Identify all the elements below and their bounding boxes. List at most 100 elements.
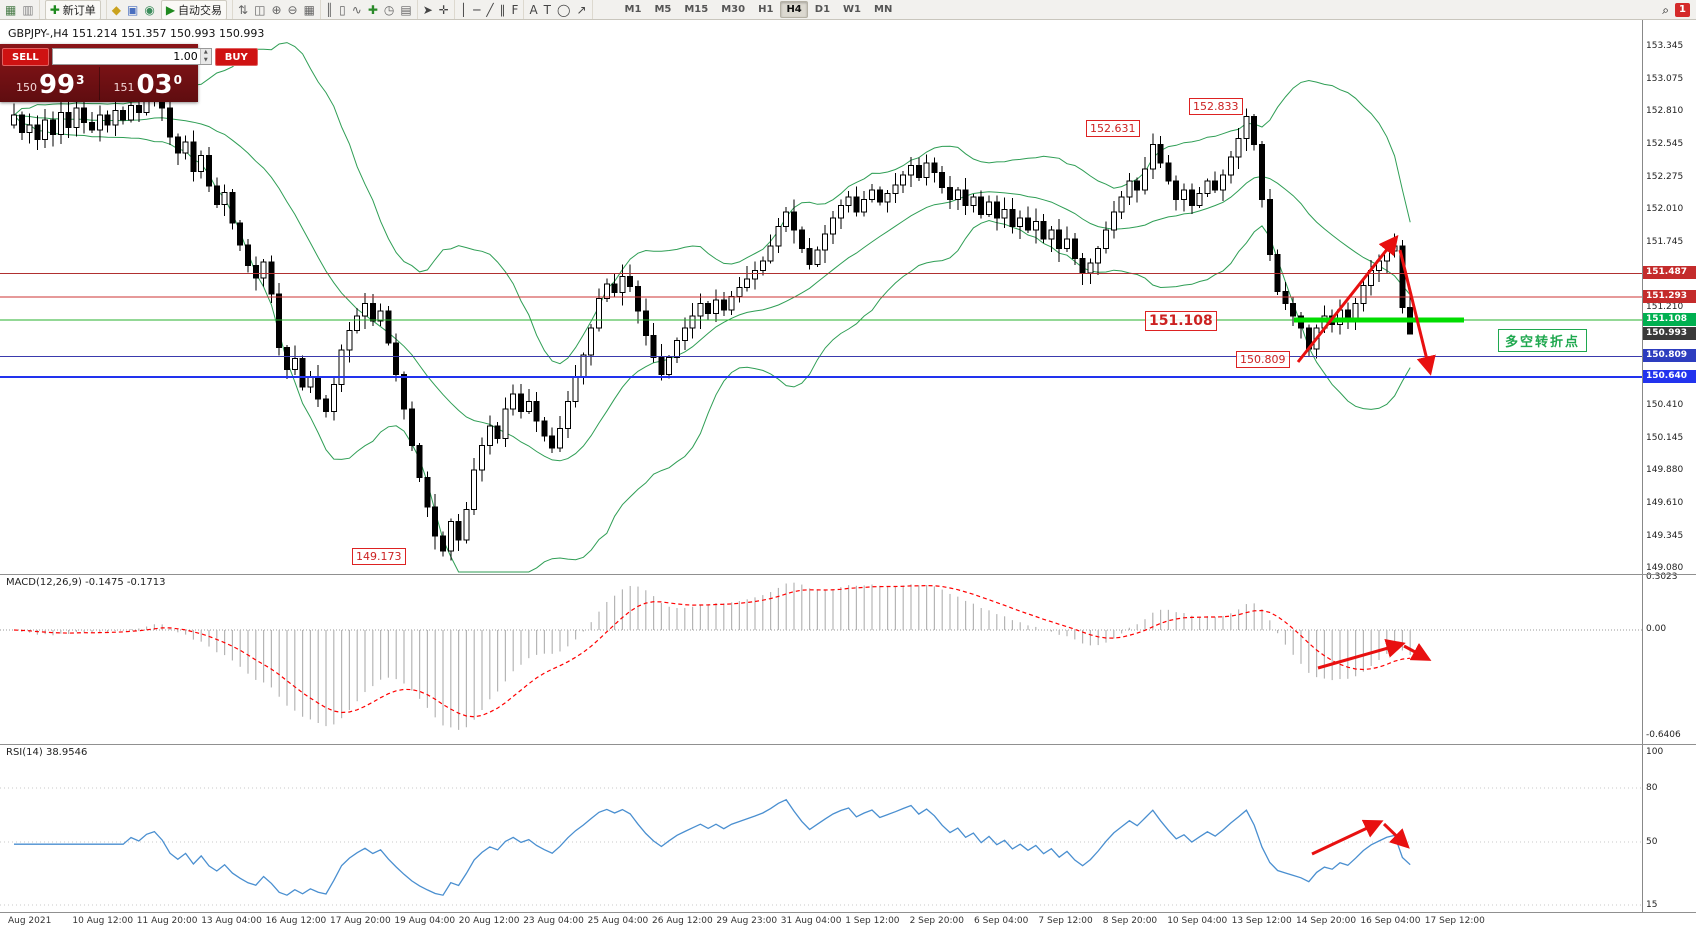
- label-icon[interactable]: T: [543, 2, 552, 17]
- price-scale[interactable]: [1642, 20, 1696, 912]
- sell-price[interactable]: 150 99 3: [2, 67, 99, 100]
- macd-scale-tick: 0.3023: [1646, 572, 1678, 582]
- price-scale-tick: 149.345: [1646, 530, 1684, 541]
- timeframe-m30[interactable]: M30: [721, 4, 746, 15]
- buy-button[interactable]: BUY: [214, 47, 258, 66]
- buy-price[interactable]: 151 03 0: [98, 67, 197, 100]
- tile-windows-icon[interactable]: ⇅: [238, 2, 249, 17]
- price-scale-tick: 150.410: [1646, 400, 1684, 411]
- new-order-button-label: 新订单: [62, 3, 96, 17]
- price-callout-151.108[interactable]: 151.108: [1145, 311, 1217, 331]
- auto-trading-button-icon: ▶: [165, 2, 176, 17]
- price-scale-tick: 152.545: [1646, 138, 1684, 149]
- channel-icon[interactable]: ∥: [499, 2, 506, 17]
- one-click-trading-panel: SELL ▲ ▼ BUY 150 99 3 151 03 0: [0, 44, 258, 102]
- volume-stepper[interactable]: ▲ ▼: [199, 49, 211, 64]
- price-callout-152.833[interactable]: 152.833: [1189, 98, 1243, 115]
- templates-icon[interactable]: ▤: [400, 2, 412, 17]
- sell-button[interactable]: SELL: [2, 47, 49, 66]
- trend-arrow-3[interactable]: [1317, 638, 1406, 670]
- trendline-icon[interactable]: ╱: [486, 2, 494, 17]
- price-callout-152.631[interactable]: 152.631: [1086, 120, 1140, 137]
- time-axis-label: 17 Sep 12:00: [1424, 916, 1485, 926]
- fibonacci-icon[interactable]: F: [511, 2, 519, 17]
- arrows-icon[interactable]: ↗: [576, 2, 587, 17]
- candles-mode-icon[interactable]: ▯: [339, 2, 346, 17]
- timeframe-mn[interactable]: MN: [874, 4, 893, 15]
- timeframe-m1[interactable]: M1: [624, 4, 642, 15]
- timeframe-h4[interactable]: H4: [780, 1, 808, 18]
- price-callout-149.173[interactable]: 149.173: [352, 548, 406, 565]
- shapes-icon[interactable]: ◯: [557, 2, 571, 17]
- sell-price-sup: 3: [76, 73, 85, 87]
- text-icon[interactable]: A: [529, 2, 538, 17]
- volume-down-button[interactable]: ▼: [200, 56, 211, 64]
- main-toolbar: ▦ ▥ ✚ 新订单 ◆ ▣ ◉ ▶ 自动交易 ⇅ ◫ ⊕ ⊖ ▦ ║ ▯ ∿ ✚ ◷ ▤ ➤ ✛ │ ─ ╱ ∥ F A T ◯ ↗ M1 M…: [0, 0, 1696, 20]
- toolbar-right-group: ⌕ 1: [1662, 2, 1696, 17]
- volume-field[interactable]: ▲ ▼: [51, 48, 212, 65]
- timeframe-m15[interactable]: M15: [684, 4, 709, 15]
- metaeditor-icon[interactable]: ◆: [111, 2, 121, 17]
- time-axis-label: 17 Aug 20:00: [330, 916, 391, 926]
- data-window-icon[interactable]: ◫: [254, 2, 266, 17]
- trend-arrow-6[interactable]: [1382, 822, 1410, 849]
- time-axis-label: 1 Sep 12:00: [845, 916, 900, 926]
- price-scale-tick: 153.075: [1646, 74, 1684, 85]
- indicators-icon[interactable]: ✚: [367, 2, 378, 17]
- time-axis-label: 16 Aug 12:00: [265, 916, 327, 926]
- timeframe-m5[interactable]: M5: [654, 4, 672, 15]
- time-axis-label: 16 Sep 04:00: [1360, 916, 1421, 926]
- grid-icon[interactable]: ▦: [303, 2, 315, 17]
- market-watch-icon[interactable]: ▣: [126, 2, 139, 17]
- price-callout-150.809[interactable]: 150.809: [1236, 351, 1290, 368]
- zoom-out-icon[interactable]: ⊖: [287, 2, 298, 17]
- trade-panel-row-top: SELL ▲ ▼ BUY: [2, 46, 258, 67]
- volume-input[interactable]: [52, 49, 200, 64]
- macd-indicator-label: MACD(12,26,9) -0.1475 -0.1713: [6, 577, 166, 588]
- signals-icon[interactable]: ◉: [144, 2, 155, 17]
- panel-separator-macd[interactable]: [0, 574, 1696, 575]
- vertical-line-icon[interactable]: │: [459, 2, 468, 17]
- zoom-in-icon[interactable]: ⊕: [271, 2, 282, 17]
- auto-trading-button[interactable]: ▶ 自动交易: [160, 0, 228, 20]
- new-order-button[interactable]: ✚ 新订单: [44, 0, 101, 20]
- timeframe-d1[interactable]: D1: [814, 4, 831, 15]
- timeframe-w1[interactable]: W1: [843, 4, 862, 15]
- buy-price-big: 03: [136, 70, 173, 100]
- rsi-line: [14, 798, 1411, 896]
- price-scale-tick: 150.145: [1646, 432, 1684, 443]
- trend-arrow-1[interactable]: [1296, 234, 1399, 363]
- auto-trading-button-label: 自动交易: [178, 3, 223, 17]
- volume-up-button[interactable]: ▲: [200, 49, 211, 57]
- panel-separator-rsi[interactable]: [0, 744, 1696, 745]
- sell-price-big: 99: [38, 70, 76, 100]
- trend-arrow-5[interactable]: [1311, 819, 1384, 856]
- trend-arrow-4[interactable]: [1403, 642, 1432, 661]
- time-axis-label: 6 Sep 04:00: [974, 916, 1029, 926]
- sell-price-prefix: 150: [15, 81, 37, 94]
- turning-point-note[interactable]: 多空转折点: [1498, 329, 1588, 352]
- rsi-scale-tick: 15: [1646, 900, 1658, 910]
- time-axis-label: 23 Aug 04:00: [523, 916, 584, 926]
- search-icon[interactable]: ⌕: [1662, 2, 1670, 17]
- cursor-icon[interactable]: ➤: [422, 2, 433, 17]
- horizontal-level-lines[interactable]: [0, 272, 1642, 379]
- price-scale-tick: 152.010: [1646, 204, 1684, 215]
- symbol-info: GBPJPY-,H4 151.214 151.357 150.993 150.9…: [8, 27, 265, 40]
- horizontal-line-icon[interactable]: ─: [473, 2, 481, 17]
- chart-profiles-icon[interactable]: ▥: [22, 2, 34, 17]
- bars-mode-icon[interactable]: ║: [325, 2, 334, 17]
- crosshair-icon[interactable]: ✛: [438, 2, 449, 17]
- periods-icon[interactable]: ◷: [383, 2, 395, 17]
- notification-badge[interactable]: 1: [1675, 2, 1690, 17]
- timeframe-h1[interactable]: H1: [758, 4, 774, 15]
- price-tag-151.487: 151.487: [1643, 266, 1696, 280]
- time-axis-separator[interactable]: [0, 912, 1696, 913]
- new-chart-icon[interactable]: ▦: [5, 2, 17, 17]
- price-tag-150.993: 150.993: [1643, 326, 1696, 340]
- trend-arrow-2[interactable]: [1398, 249, 1436, 376]
- price-scale-tick: 153.345: [1646, 41, 1684, 51]
- line-mode-icon[interactable]: ∿: [351, 2, 362, 17]
